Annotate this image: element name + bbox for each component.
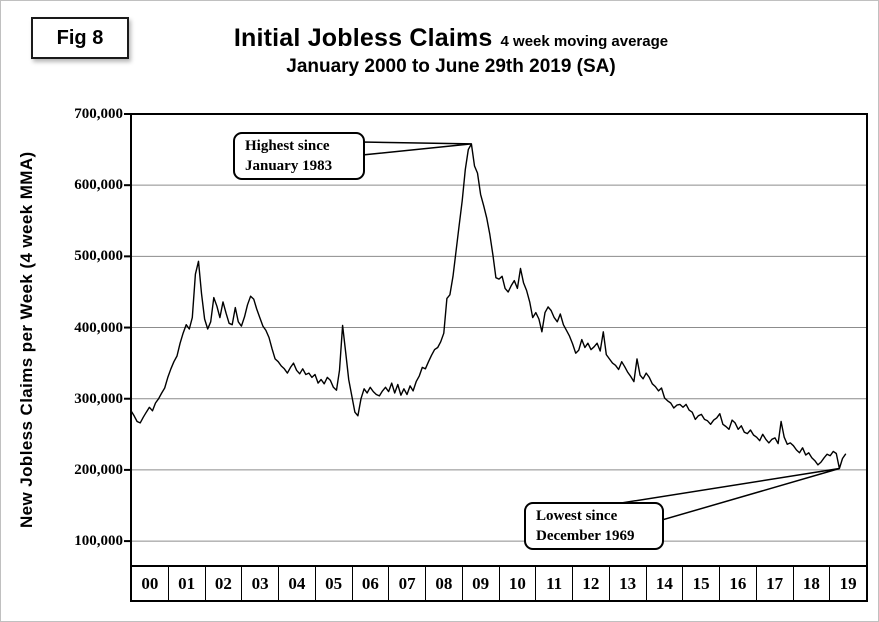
x-year-label: 01 bbox=[167, 567, 205, 600]
x-year-label: 02 bbox=[204, 567, 242, 600]
chart-title: Initial Jobless Claims bbox=[233, 24, 493, 52]
x-year-label: 12 bbox=[572, 567, 609, 600]
x-year-label: 19 bbox=[829, 567, 866, 600]
x-year-label: 08 bbox=[425, 567, 462, 600]
annotation-lowest-callout: Lowest since December 1969 bbox=[524, 502, 664, 550]
x-year-label: 09 bbox=[461, 567, 499, 600]
claims-line bbox=[130, 143, 847, 470]
x-year-label: 13 bbox=[608, 567, 646, 600]
annotation-lowest-line1: Lowest since bbox=[536, 507, 618, 524]
annotation-highest-line1: Highest since bbox=[245, 137, 330, 154]
chart-subtitle: January 2000 to June 29th 2019 (SA) bbox=[286, 56, 616, 77]
annotation-highest-callout: Highest since January 1983 bbox=[233, 132, 365, 180]
y-tick-label: 600,000 bbox=[74, 177, 123, 194]
plot-border bbox=[130, 113, 868, 567]
x-year-label: 16 bbox=[719, 567, 756, 600]
x-year-label: 11 bbox=[535, 567, 572, 600]
x-year-label: 14 bbox=[645, 567, 683, 600]
x-year-label: 00 bbox=[141, 573, 159, 593]
figure-label: Fig 8 bbox=[31, 17, 129, 59]
annotation-highest-line2: January 1983 bbox=[245, 158, 333, 174]
x-year-label: 07 bbox=[388, 567, 425, 600]
chart-title-block: Initial Jobless Claims 4 week moving aver… bbox=[41, 23, 861, 79]
y-tick-label: 500,000 bbox=[74, 248, 123, 265]
y-tick-label: 200,000 bbox=[74, 461, 123, 478]
x-year-label: 05 bbox=[314, 567, 352, 600]
x-axis-year-strip: 00 01 02 03 04 05 06 07 08 09 10 11 12 13 14 15 16 17 18 19 bbox=[130, 565, 868, 602]
x-year-label: 17 bbox=[755, 567, 793, 600]
y-tick-label: 400,000 bbox=[74, 319, 123, 336]
y-tick-label: 300,000 bbox=[74, 390, 123, 407]
x-year-label: 15 bbox=[682, 567, 719, 600]
x-year-label: 04 bbox=[278, 567, 315, 600]
y-tick-label: 100,000 bbox=[74, 533, 123, 550]
x-year-label: 06 bbox=[351, 567, 389, 600]
x-year-label: 03 bbox=[241, 567, 278, 600]
x-year-label: 18 bbox=[792, 567, 830, 600]
chart-title-line: Initial Jobless Claims 4 week moving aver… bbox=[41, 23, 861, 53]
figure-label-text: Fig 8 bbox=[56, 26, 104, 49]
chart-title-suffix: 4 week moving average bbox=[500, 33, 669, 50]
x-year-label: 10 bbox=[498, 567, 536, 600]
annotation-lowest-line2: December 1969 bbox=[536, 528, 635, 544]
y-tick-label: 700,000 bbox=[74, 106, 123, 122]
annotation-leader-highest bbox=[361, 141, 472, 156]
